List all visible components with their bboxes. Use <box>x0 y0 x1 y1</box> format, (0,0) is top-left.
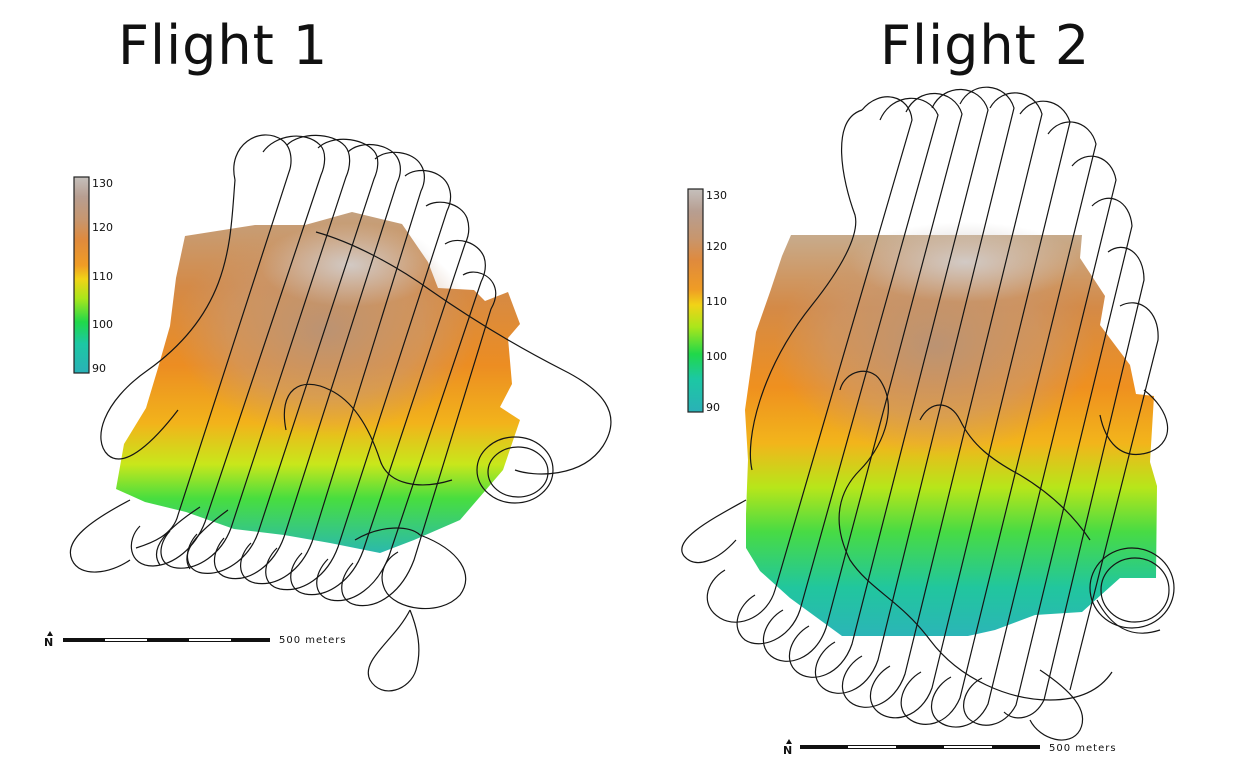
map-title-flight-2: Flight 2 <box>880 14 1091 77</box>
flight-2-path <box>681 86 1175 741</box>
flight-1-legend-bar <box>73 176 90 374</box>
map-title-flight-1: Flight 1 <box>118 14 329 77</box>
flight-1-path <box>69 134 612 692</box>
flight-2-legend-tick-120: 120 <box>706 240 727 253</box>
flight-2-scale-label: 500 meters <box>1049 743 1117 754</box>
flight-1-north-arrow-icon: N <box>44 631 53 649</box>
flight-1-legend: 130 120 110 100 90 <box>73 176 113 375</box>
flight-2-scale-bar: N 500 meters <box>783 739 1117 757</box>
flight-2-map <box>681 86 1175 741</box>
svg-text:N: N <box>44 636 53 649</box>
flight-2-legend: 130 120 110 100 90 <box>687 188 727 414</box>
flight-2-top-gray <box>850 222 1080 302</box>
flight-1-map <box>69 134 612 692</box>
flight-2-legend-bar <box>687 188 704 413</box>
flight-1-legend-tick-120: 120 <box>92 221 113 234</box>
flight-1-top-gray <box>260 223 440 307</box>
flight-1-legend-tick-90: 90 <box>92 362 106 375</box>
flight-1-scale-label: 500 meters <box>279 635 347 646</box>
flight-2-legend-tick-100: 100 <box>706 350 727 363</box>
flight-1-legend-tick-130: 130 <box>92 177 113 190</box>
flight-1-legend-tick-100: 100 <box>92 318 113 331</box>
svg-text:N: N <box>783 744 792 757</box>
flight-2-legend-tick-90: 90 <box>706 401 720 414</box>
flight-1-legend-tick-110: 110 <box>92 270 113 283</box>
flight-2-north-arrow-icon: N <box>783 739 792 757</box>
flight-1-scale-bar: N 500 meters <box>44 631 347 649</box>
flight-2-legend-tick-130: 130 <box>706 189 727 202</box>
flight-2-legend-tick-110: 110 <box>706 295 727 308</box>
